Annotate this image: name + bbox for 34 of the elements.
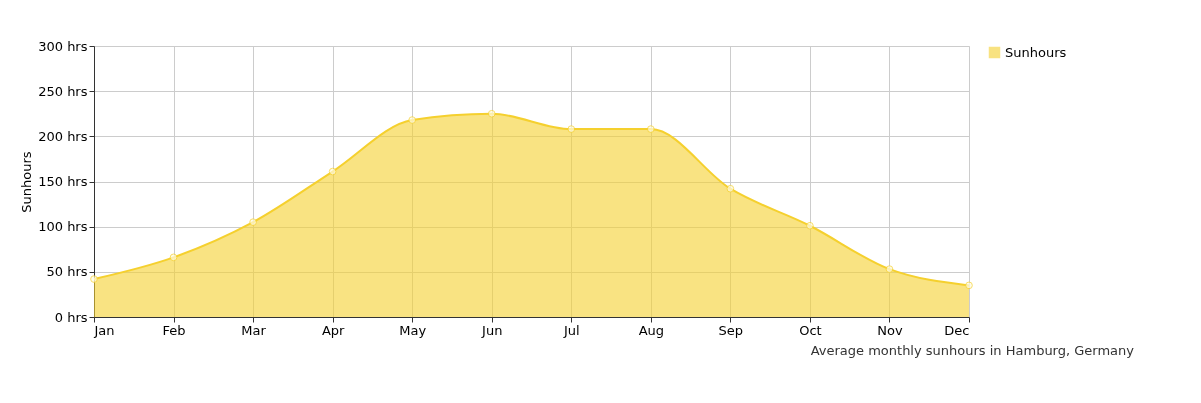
x-tick-label: Jan xyxy=(93,322,115,338)
point xyxy=(806,221,814,230)
point xyxy=(487,109,496,118)
x-tick-label: Mar xyxy=(241,322,267,338)
point xyxy=(90,275,98,283)
x-tick-label: Feb xyxy=(162,322,186,338)
point xyxy=(646,125,655,133)
y-tick-label: 250 hrs xyxy=(38,83,88,99)
point xyxy=(885,265,894,273)
x-tick-label: May xyxy=(399,322,427,338)
x-tick-label: Sep xyxy=(718,322,744,338)
point xyxy=(965,281,973,290)
text: Average monthly sunhours in Hamburg, Germany xyxy=(810,343,1135,358)
x-tick-label: Oct xyxy=(799,322,822,338)
y-tick-label: 200 hrs xyxy=(38,128,88,144)
point xyxy=(169,253,178,262)
y-tick-label: 150 hrs xyxy=(38,174,88,189)
point xyxy=(328,167,337,176)
point xyxy=(567,125,576,133)
point xyxy=(249,218,257,226)
x-tick-label: Aug xyxy=(638,322,665,338)
y-tick-label: 50 hrs xyxy=(46,264,88,280)
x-tick-label: Jul xyxy=(562,322,580,338)
x-tick-label: Dec xyxy=(944,322,970,338)
point xyxy=(408,116,417,124)
y-tick-label: 300 hrs xyxy=(38,38,88,54)
y-axis-title: Sunhours xyxy=(19,151,35,213)
y-tick-label: 0 hrs xyxy=(54,309,88,325)
point xyxy=(726,184,735,193)
x-tick-label: Jun xyxy=(481,322,503,338)
legend-label: Sunhours xyxy=(1005,44,1067,60)
x-tick-label: Apr xyxy=(321,322,346,338)
x-tick-label: Nov xyxy=(877,322,903,338)
y-tick-label: 100 hrs xyxy=(38,219,88,235)
